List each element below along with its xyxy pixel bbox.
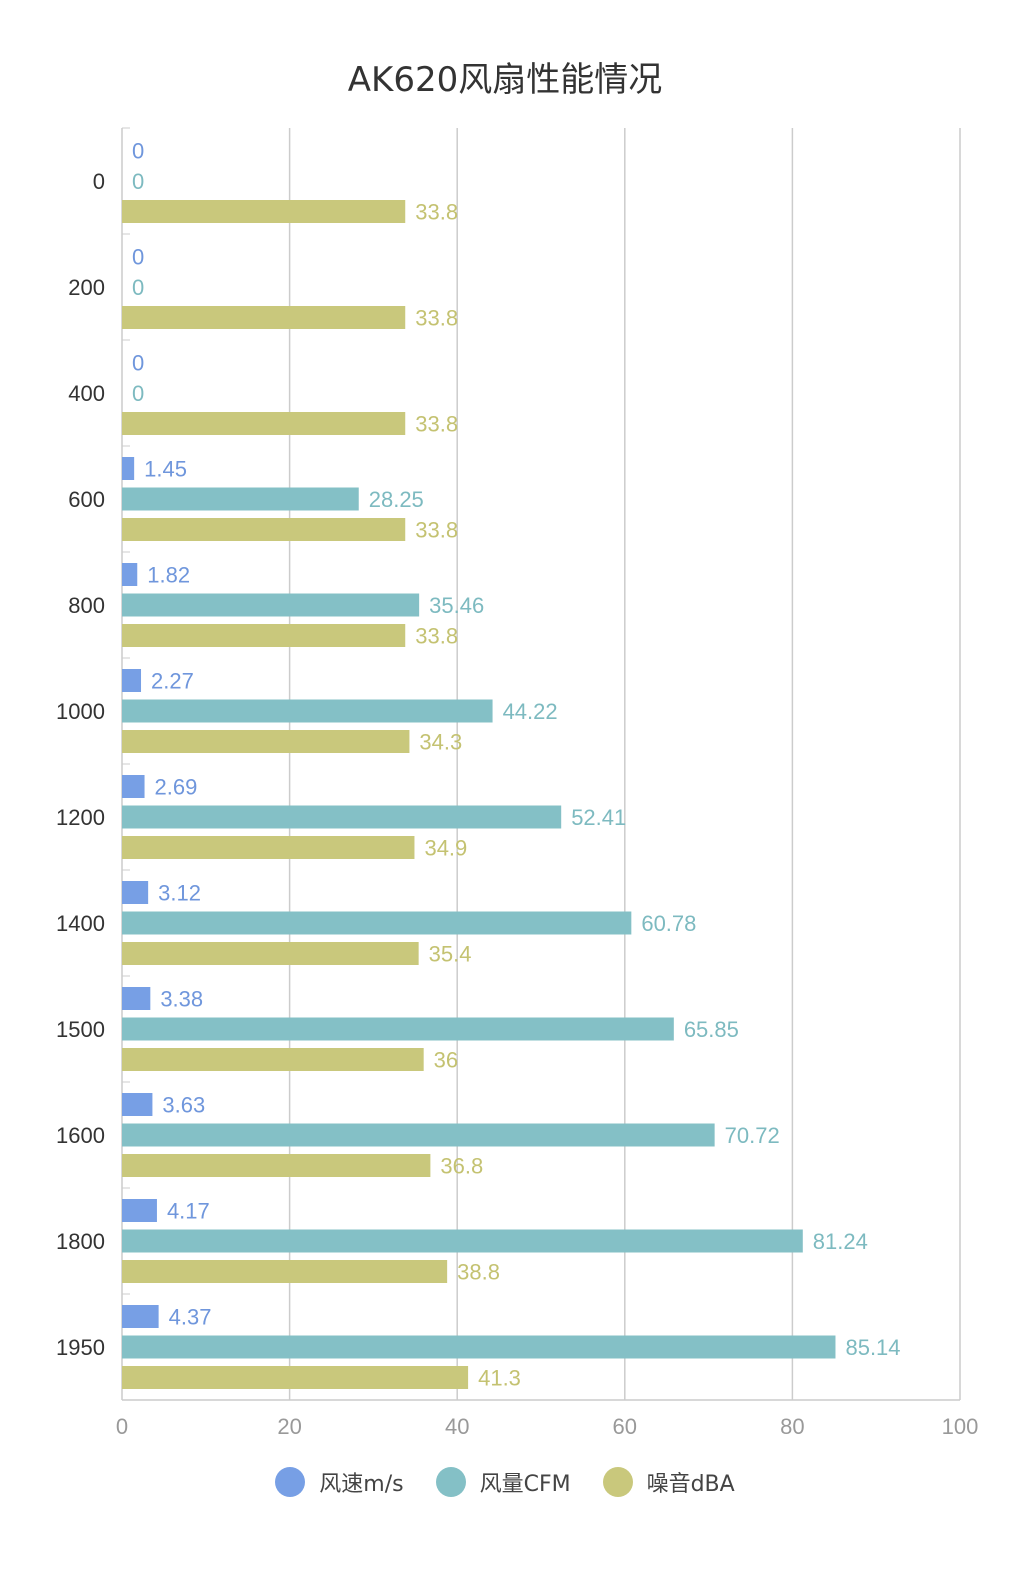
data-label: 52.41 — [571, 805, 626, 830]
data-label: 4.17 — [167, 1199, 210, 1224]
data-label: 70.72 — [725, 1123, 780, 1148]
y-tick-label: 600 — [68, 487, 105, 512]
data-label: 35.4 — [429, 942, 472, 967]
bar — [122, 1335, 836, 1359]
data-label: 0 — [132, 169, 144, 194]
data-label: 35.46 — [429, 593, 484, 618]
legend: 风速m/s 风量CFM 噪音dBA — [0, 1466, 1010, 1498]
bar — [122, 775, 145, 798]
y-tick-label: 1000 — [56, 699, 105, 724]
data-label: 34.3 — [419, 730, 462, 755]
legend-swatch-noise — [602, 1467, 633, 1497]
legend-label-speed: 风速m/s — [319, 1472, 404, 1497]
data-label: 3.12 — [158, 881, 201, 906]
data-label: 0 — [132, 351, 144, 376]
x-tick-label: 20 — [277, 1414, 301, 1439]
legend-label-airflow: 风量CFM — [479, 1472, 571, 1497]
bar — [122, 412, 406, 435]
legend-item-noise: 噪音dBA — [602, 1466, 735, 1498]
y-tick-label: 400 — [68, 381, 105, 406]
x-tick-label: 0 — [116, 1414, 128, 1439]
data-label: 3.38 — [160, 987, 203, 1012]
data-label: 41.3 — [478, 1366, 521, 1391]
y-tick-label: 1950 — [56, 1335, 105, 1360]
bar — [122, 942, 419, 965]
bar — [122, 1154, 431, 1177]
y-tick-label: 1600 — [56, 1123, 105, 1148]
bar — [122, 624, 406, 647]
bar — [122, 518, 406, 541]
data-label: 1.82 — [147, 563, 190, 588]
data-label: 1.45 — [144, 457, 187, 482]
bar — [122, 730, 410, 753]
data-label: 33.8 — [415, 624, 458, 649]
data-label: 81.24 — [813, 1229, 868, 1254]
plot-area: 0 20 40 60 80 1000200400600800100012001400150… — [56, 127, 979, 1439]
bar — [122, 200, 406, 223]
data-label: 36 — [434, 1048, 458, 1073]
data-label: 38.8 — [457, 1260, 500, 1285]
bar — [122, 1305, 159, 1328]
bar — [122, 911, 632, 935]
data-label: 4.37 — [169, 1305, 212, 1330]
data-label: 34.9 — [424, 836, 467, 861]
y-tick-label: 1800 — [56, 1229, 105, 1254]
y-tick-label: 1400 — [56, 911, 105, 936]
bar — [122, 1260, 448, 1283]
x-tick-label: 40 — [445, 1414, 469, 1439]
data-label: 0 — [132, 139, 144, 164]
legend-item-speed: 风速m/s — [275, 1466, 404, 1498]
data-label: 33.8 — [415, 518, 458, 543]
bar — [122, 836, 415, 859]
legend-swatch-airflow — [435, 1467, 466, 1497]
legend-item-airflow: 风量CFM — [435, 1466, 571, 1498]
data-label: 2.27 — [151, 669, 194, 694]
y-tick-label: 800 — [68, 593, 105, 618]
data-label: 60.78 — [641, 911, 696, 936]
x-tick-label: 80 — [780, 1414, 804, 1439]
bar — [122, 487, 359, 511]
data-label: 0 — [132, 381, 144, 406]
bar — [122, 1366, 469, 1389]
bar — [122, 1017, 674, 1041]
bar — [122, 1229, 803, 1253]
data-label: 33.8 — [415, 306, 458, 331]
bar — [122, 563, 138, 586]
data-label: 65.85 — [684, 1017, 739, 1042]
x-tick-label: 100 — [942, 1414, 979, 1439]
bar — [122, 593, 420, 617]
bar — [122, 457, 135, 480]
bar — [122, 1123, 715, 1147]
legend-label-noise: 噪音dBA — [646, 1472, 735, 1497]
data-label: 28.25 — [369, 487, 424, 512]
y-tick-label: 1200 — [56, 805, 105, 830]
bar — [122, 669, 142, 692]
data-label: 0 — [132, 245, 144, 270]
chart-title: AK620风扇性能情况 — [347, 60, 663, 100]
data-label: 3.63 — [162, 1093, 205, 1118]
bar — [122, 1199, 157, 1222]
bar — [122, 881, 149, 904]
x-tick-label: 60 — [613, 1414, 637, 1439]
data-label: 2.69 — [155, 775, 198, 800]
data-label: 33.8 — [415, 200, 458, 225]
y-tick-label: 200 — [68, 275, 105, 300]
y-tick-label: 1500 — [56, 1017, 105, 1042]
data-label: 44.22 — [503, 699, 558, 724]
bar — [122, 987, 151, 1010]
bar — [122, 805, 562, 829]
bar — [122, 1093, 153, 1116]
data-label: 85.14 — [845, 1335, 900, 1360]
data-label: 36.8 — [440, 1154, 483, 1179]
bar — [122, 699, 493, 723]
data-label: 33.8 — [415, 412, 458, 437]
y-tick-label: 0 — [93, 169, 105, 194]
bar — [122, 306, 406, 329]
bar — [122, 1048, 424, 1071]
legend-swatch-speed — [275, 1467, 306, 1497]
data-label: 0 — [132, 275, 144, 300]
